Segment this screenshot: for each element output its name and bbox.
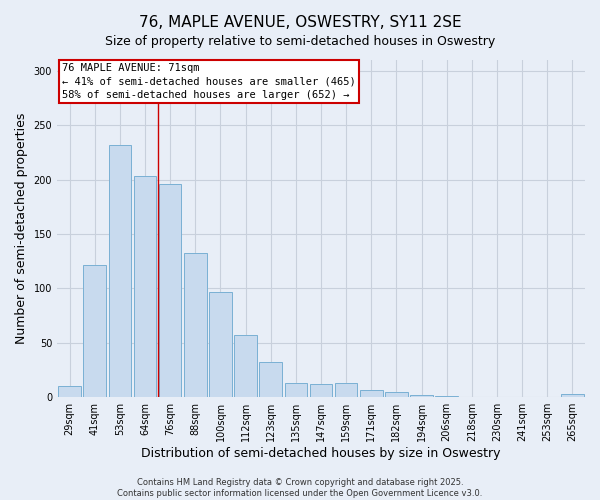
Text: Contains HM Land Registry data © Crown copyright and database right 2025.
Contai: Contains HM Land Registry data © Crown c… bbox=[118, 478, 482, 498]
Bar bbox=[385, 392, 408, 397]
Bar bbox=[209, 292, 232, 397]
Text: 76 MAPLE AVENUE: 71sqm
← 41% of semi-detached houses are smaller (465)
58% of se: 76 MAPLE AVENUE: 71sqm ← 41% of semi-det… bbox=[62, 64, 356, 100]
Bar bbox=[58, 386, 81, 397]
Bar bbox=[310, 384, 332, 397]
Text: Size of property relative to semi-detached houses in Oswestry: Size of property relative to semi-detach… bbox=[105, 35, 495, 48]
Bar bbox=[335, 383, 358, 397]
Bar bbox=[109, 145, 131, 397]
Y-axis label: Number of semi-detached properties: Number of semi-detached properties bbox=[15, 113, 28, 344]
Bar bbox=[234, 335, 257, 397]
Bar bbox=[134, 176, 157, 397]
Bar bbox=[436, 396, 458, 397]
Text: 76, MAPLE AVENUE, OSWESTRY, SY11 2SE: 76, MAPLE AVENUE, OSWESTRY, SY11 2SE bbox=[139, 15, 461, 30]
Bar bbox=[184, 252, 206, 397]
Bar bbox=[159, 184, 181, 397]
Bar bbox=[284, 383, 307, 397]
Bar bbox=[360, 390, 383, 397]
Bar bbox=[561, 394, 584, 397]
Bar bbox=[410, 395, 433, 397]
Bar bbox=[83, 264, 106, 397]
X-axis label: Distribution of semi-detached houses by size in Oswestry: Distribution of semi-detached houses by … bbox=[141, 447, 501, 460]
Bar bbox=[259, 362, 282, 397]
